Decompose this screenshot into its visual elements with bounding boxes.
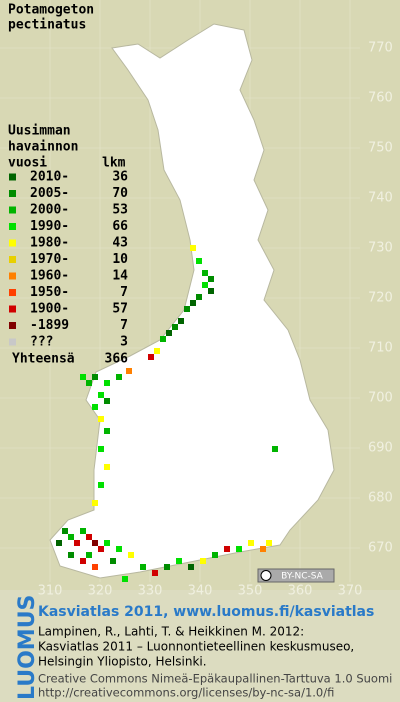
observation-squares bbox=[56, 245, 278, 582]
x-grid-label: 350 bbox=[238, 584, 263, 599]
x-grid-label: 310 bbox=[38, 584, 63, 599]
y-grid-label: 720 bbox=[368, 291, 393, 306]
license-line: Creative Commons Nimeä-Epäkaupallinen-Ta… bbox=[38, 672, 392, 686]
y-grid-label: 680 bbox=[368, 491, 393, 506]
legend-count: 3 bbox=[120, 335, 128, 350]
species-name: pectinatus bbox=[8, 18, 86, 33]
legend-swatch bbox=[9, 305, 16, 313]
legend-swatch bbox=[9, 322, 16, 329]
legend-swatch bbox=[9, 256, 16, 263]
legend-swatch bbox=[9, 289, 16, 296]
y-grid-label: 750 bbox=[368, 141, 393, 156]
legend-label: 1980- bbox=[30, 236, 69, 251]
x-grid-label: 330 bbox=[138, 584, 163, 599]
legend-count: 57 bbox=[112, 302, 128, 317]
legend-count: 70 bbox=[112, 186, 128, 201]
legend-count: 53 bbox=[112, 203, 128, 218]
legend-swatch bbox=[9, 223, 16, 230]
legend-label: 1950- bbox=[30, 285, 69, 300]
license-badge: BY-NC-SA bbox=[257, 568, 335, 583]
legend-count: 36 bbox=[112, 170, 128, 185]
y-grid-label: 710 bbox=[368, 341, 393, 356]
legend-label: 2005- bbox=[30, 186, 69, 201]
legend-swatch bbox=[9, 272, 16, 280]
y-grid-label: 740 bbox=[368, 191, 393, 206]
legend-count: 7 bbox=[120, 285, 128, 300]
legend-swatch bbox=[9, 338, 16, 346]
link[interactable]: Kasviatlas 2011, www.luomus.fi/kasviatla… bbox=[38, 604, 374, 620]
legend-label: 1970- bbox=[30, 252, 69, 267]
x-grid-label: 340 bbox=[188, 584, 213, 599]
y-grid-label: 670 bbox=[368, 541, 393, 556]
x-grid-label: 360 bbox=[288, 584, 313, 599]
legend-label: 2010- bbox=[30, 170, 69, 185]
legend-label: -1899 bbox=[30, 318, 69, 333]
license-badge-text: BY-NC-SA bbox=[281, 572, 324, 582]
legend-heading: vuosi bbox=[8, 156, 47, 171]
total-count: 366 bbox=[105, 352, 129, 367]
legend-label: 1990- bbox=[30, 219, 69, 234]
y-grid-label: 760 bbox=[368, 91, 393, 106]
legend-swatch bbox=[9, 190, 16, 197]
legend-label: ??? bbox=[30, 335, 53, 350]
x-grid-label: 370 bbox=[338, 584, 363, 599]
legend-swatch bbox=[9, 206, 16, 214]
x-grid-label: 320 bbox=[88, 584, 113, 599]
legend-count: 66 bbox=[112, 219, 128, 234]
y-grid-label: 730 bbox=[368, 241, 393, 256]
footer-background bbox=[0, 590, 400, 702]
citation-line: Kasviatlas 2011 – Luonnontieteellinen ke… bbox=[38, 640, 354, 654]
total-label: Yhteensä bbox=[12, 352, 75, 367]
legend-heading: havainnon bbox=[8, 140, 78, 155]
legend-count: 7 bbox=[120, 318, 128, 333]
legend-label: 1960- bbox=[30, 269, 69, 284]
citation-line: Helsingin Yliopisto, Helsinki. bbox=[38, 655, 207, 669]
y-grid-label: 770 bbox=[368, 41, 393, 56]
legend-count: 10 bbox=[112, 252, 128, 267]
legend-label: 1900- bbox=[30, 302, 69, 317]
footer: Lampinen, R., Lahti, T. & Heikkinen M. 2… bbox=[38, 625, 392, 700]
citation-line: Lampinen, R., Lahti, T. & Heikkinen M. 2… bbox=[38, 625, 304, 639]
legend-count: 14 bbox=[112, 269, 128, 284]
y-grid-label: 690 bbox=[368, 441, 393, 456]
legend-heading: Uusimman bbox=[8, 124, 71, 139]
y-grid-label: 700 bbox=[368, 391, 393, 406]
legend-swatch bbox=[9, 173, 16, 181]
legend-label: 2000- bbox=[30, 203, 69, 218]
legend-count: 43 bbox=[112, 236, 128, 251]
species-name: Potamogeton bbox=[8, 3, 94, 18]
license-line: http://creativecommons.org/licenses/by-n… bbox=[38, 686, 334, 700]
logo: LUOMUS bbox=[15, 595, 40, 700]
legend-swatch bbox=[9, 239, 16, 247]
legend-count-heading: lkm bbox=[102, 156, 126, 171]
